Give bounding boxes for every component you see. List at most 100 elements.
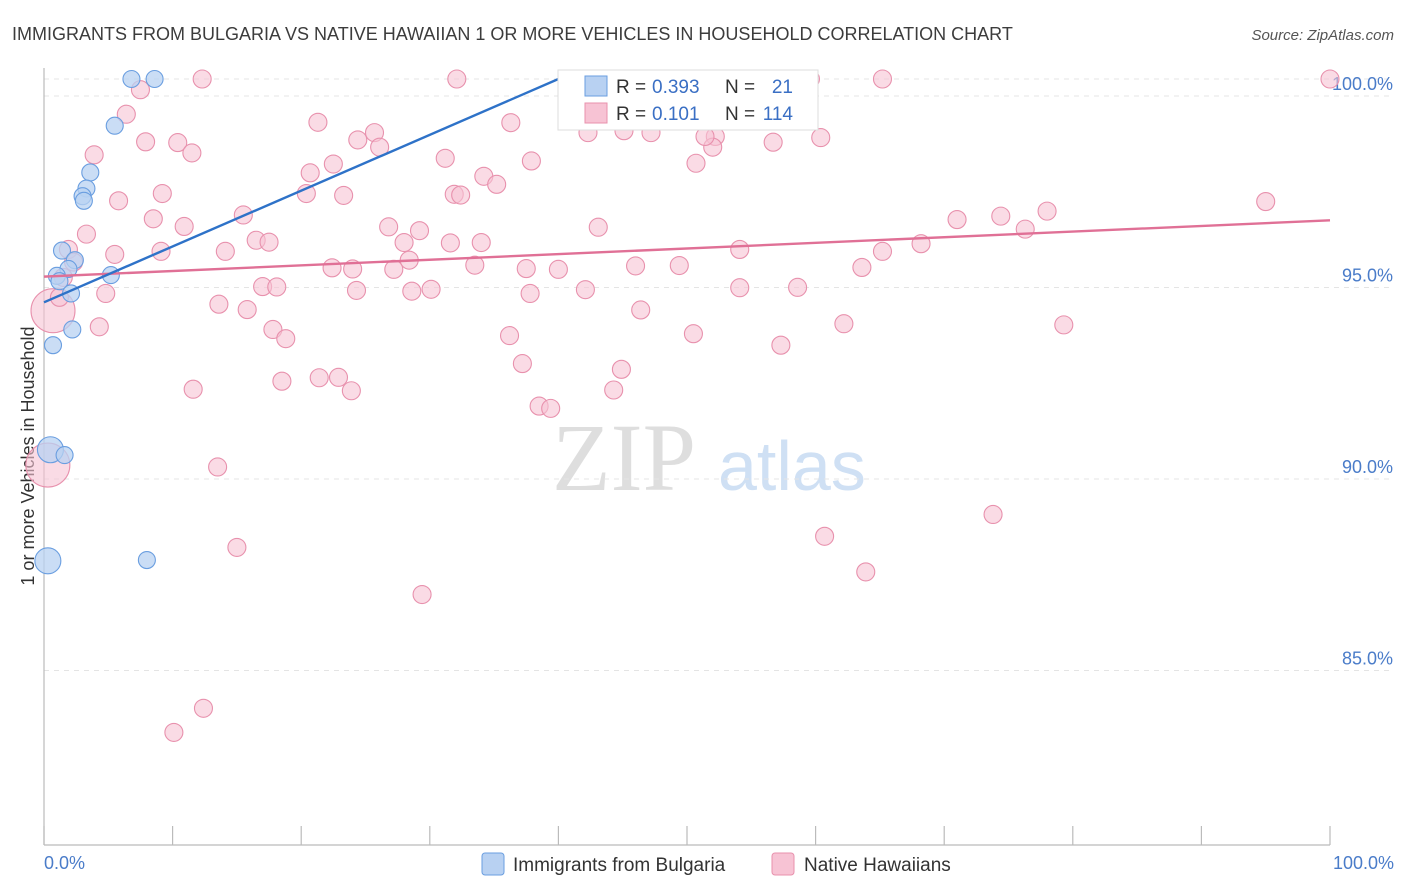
point-hawaiian-91	[263, 319, 283, 340]
point-bulgaria-0	[122, 69, 141, 89]
point-bulgaria-19	[137, 550, 156, 570]
point-hawaiian-60	[105, 244, 125, 264]
point-hawaiian-42	[947, 210, 967, 230]
point-hawaiian-12	[501, 113, 521, 133]
point-hawaiian-79	[421, 279, 441, 299]
trend-line-hawaiian	[43, 219, 1331, 278]
point-hawaiian-19	[136, 132, 156, 152]
point-hawaiian-86	[209, 294, 229, 314]
point-bulgaria-18	[34, 547, 62, 575]
point-hawaiian-112	[856, 562, 876, 582]
point-hawaiian-114	[193, 698, 214, 718]
point-hawaiian-39	[1256, 192, 1276, 212]
point-hawaiian-62	[872, 241, 893, 261]
point-hawaiian-113	[412, 584, 432, 605]
point-hawaiian-33	[152, 183, 172, 204]
point-hawaiian-1	[447, 69, 467, 89]
point-hawaiian-20	[168, 133, 188, 153]
stats-swatch-bulgaria	[584, 75, 608, 97]
point-hawaiian-109	[983, 504, 1003, 525]
point-hawaiian-32	[487, 174, 507, 194]
point-hawaiian-37	[451, 185, 471, 205]
point-bulgaria-14	[63, 320, 82, 339]
point-hawaiian-5	[1320, 69, 1340, 89]
point-bulgaria-2	[105, 116, 124, 135]
point-hawaiian-78	[402, 281, 422, 301]
point-hawaiian-7	[116, 104, 136, 124]
point-hawaiian-49	[1015, 219, 1035, 239]
point-hawaiian-43	[991, 206, 1011, 226]
y-tick-labels: 100.0% 95.0% 90.0% 85.0%	[1332, 74, 1393, 669]
point-hawaiian-18	[811, 128, 831, 148]
point-hawaiian-47	[409, 221, 430, 241]
point-bulgaria-15	[43, 336, 63, 355]
point-hawaiian-96	[1054, 315, 1074, 335]
series-native-hawaiians	[25, 69, 1340, 742]
point-bulgaria-7	[52, 241, 72, 260]
point-hawaiian-105	[341, 381, 361, 401]
legend-swatch-bulgaria	[481, 852, 505, 876]
point-hawaiian-51	[215, 241, 235, 261]
point-hawaiian-93	[499, 326, 520, 346]
point-bulgaria-3	[81, 163, 100, 182]
point-hawaiian-4	[872, 69, 893, 89]
point-hawaiian-54	[394, 232, 414, 253]
point-hawaiian-88	[631, 300, 651, 320]
point-hawaiian-115	[164, 722, 184, 742]
point-hawaiian-100	[272, 371, 292, 391]
point-hawaiian-101	[309, 368, 329, 388]
point-hawaiian-80	[520, 283, 540, 304]
stats-r-label-hawaiian: R =	[616, 104, 646, 125]
y-tick-label-0: 100.0%	[1332, 74, 1393, 94]
point-hawaiian-65	[465, 255, 485, 275]
point-hawaiian-108	[208, 457, 228, 477]
series-immigrants-from-bulgaria	[34, 69, 164, 575]
stats-n-label-bulgaria: N =	[725, 77, 755, 98]
point-hawaiian-94	[683, 324, 703, 344]
y-tick-label-2: 90.0%	[1342, 457, 1393, 477]
point-hawaiian-24	[84, 145, 104, 165]
point-hawaiian-50	[76, 224, 96, 244]
watermark-zip: ZIP	[552, 404, 696, 511]
point-hawaiian-71	[626, 256, 646, 276]
trend-lines	[43, 77, 1331, 304]
point-hawaiian-102	[328, 367, 349, 387]
x-tick-marks	[43, 826, 1331, 845]
point-hawaiian-103	[604, 380, 624, 400]
point-hawaiian-26	[435, 148, 455, 168]
point-hawaiian-92	[276, 329, 296, 349]
point-bulgaria-17	[55, 446, 74, 465]
legend-swatch-hawaiian	[771, 852, 795, 876]
point-hawaiian-99	[611, 359, 631, 379]
stats-r-value-bulgaria: 0.393	[652, 77, 700, 98]
point-hawaiian-29	[300, 163, 320, 183]
legend-label-hawaiian: Native Hawaiians	[804, 855, 951, 876]
stats-n-value-bulgaria: 21	[772, 77, 793, 98]
point-hawaiian-83	[96, 283, 116, 304]
watermark-atlas: atlas	[718, 427, 866, 505]
point-hawaiian-107	[541, 398, 561, 418]
stats-n-label-hawaiian: N =	[725, 104, 755, 125]
point-hawaiian-111	[815, 526, 835, 546]
point-hawaiian-77	[346, 280, 367, 300]
point-hawaiian-81	[575, 280, 595, 300]
point-hawaiian-9	[308, 112, 328, 132]
point-hawaiian-45	[174, 216, 194, 237]
chart-source: Source: ZipAtlas.com	[1251, 27, 1394, 44]
point-hawaiian-38	[109, 191, 129, 211]
stats-swatch-hawaiian	[584, 102, 608, 124]
point-hawaiian-98	[512, 354, 532, 374]
x-tick-label-left: 0.0%	[44, 853, 85, 873]
point-hawaiian-68	[384, 259, 404, 279]
point-hawaiian-97	[771, 335, 791, 355]
point-hawaiian-35	[334, 185, 354, 205]
point-hawaiian-48	[588, 217, 608, 237]
point-hawaiian-104	[183, 379, 203, 399]
stats-box: R = 0.393 N = 21 R = 0.101 N = 114	[557, 69, 819, 131]
point-hawaiian-72	[669, 255, 689, 276]
point-hawaiian-46	[379, 217, 399, 237]
point-hawaiian-95	[834, 314, 854, 334]
point-hawaiian-10	[348, 130, 368, 150]
point-hawaiian-27	[521, 151, 541, 171]
